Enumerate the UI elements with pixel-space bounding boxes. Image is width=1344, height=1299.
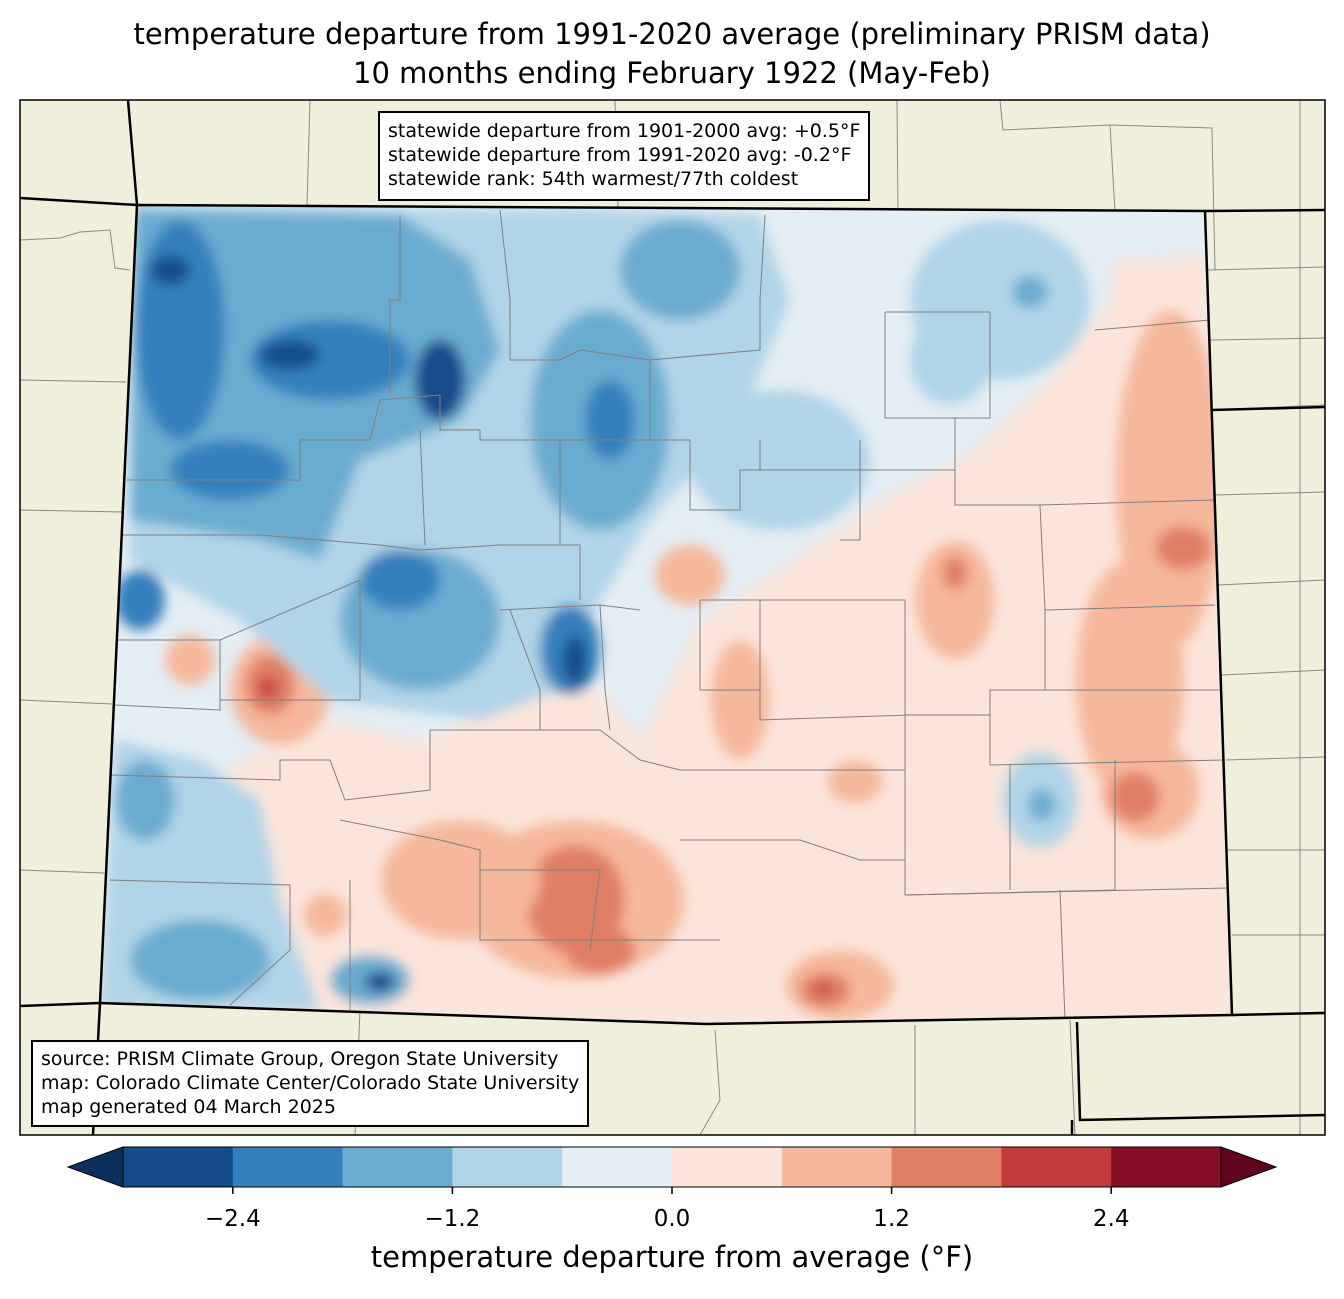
colorado-border <box>98 203 1234 1026</box>
colorbar-bin <box>232 1147 344 1187</box>
colorbar-bin <box>123 1147 234 1187</box>
temperature-field <box>100 205 1232 1024</box>
colorbar-bin <box>781 1147 893 1187</box>
colorbar-tick-label: −1.2 <box>424 1206 481 1232</box>
source-line-generated: map generated 04 March 2025 <box>41 1096 336 1118</box>
colorbar-over-extend <box>1220 1146 1278 1188</box>
colorbar-label: temperature departure from average (°F) <box>370 1240 974 1274</box>
source-line-prism: source: PRISM Climate Group, Oregon Stat… <box>41 1048 559 1070</box>
colorbar-under-extend <box>66 1146 124 1188</box>
colorbar-bin <box>1001 1147 1112 1187</box>
colorbar-bin <box>891 1147 1002 1187</box>
neighbor-county-lines <box>20 100 1325 1135</box>
colorbar-tick-label: −2.4 <box>204 1206 261 1232</box>
map-title-line2: 10 months ending February 1922 (May-Feb) <box>353 56 991 90</box>
colorbar-bin <box>672 1147 783 1187</box>
colorbar-tick-label: 2.4 <box>1092 1206 1130 1232</box>
colorbar <box>66 1146 1278 1194</box>
colorbar-bin <box>452 1147 563 1187</box>
statewide-stats-box: statewide departure from 1901-2000 avg: … <box>378 111 871 201</box>
colorbar-bin <box>1111 1147 1222 1187</box>
source-line-map: map: Colorado Climate Center/Colorado St… <box>41 1072 580 1094</box>
map-title-line1: temperature departure from 1991-2020 ave… <box>133 17 1211 51</box>
map-frame <box>19 99 1326 1136</box>
colorbar-bin <box>562 1147 673 1187</box>
colorbar-bin <box>342 1147 453 1187</box>
stats-line-rank: statewide rank: 54th warmest/77th coldes… <box>388 168 799 190</box>
stats-line-1901-2000: statewide departure from 1901-2000 avg: … <box>388 120 861 142</box>
stats-line-1991-2020: statewide departure from 1991-2020 avg: … <box>388 144 852 166</box>
source-box: source: PRISM Climate Group, Oregon Stat… <box>31 1040 590 1127</box>
colorado-county-lines <box>109 209 1231 1021</box>
colorbar-tick-label: 0.0 <box>653 1206 691 1232</box>
colorbar-tick-label: 1.2 <box>873 1206 910 1232</box>
